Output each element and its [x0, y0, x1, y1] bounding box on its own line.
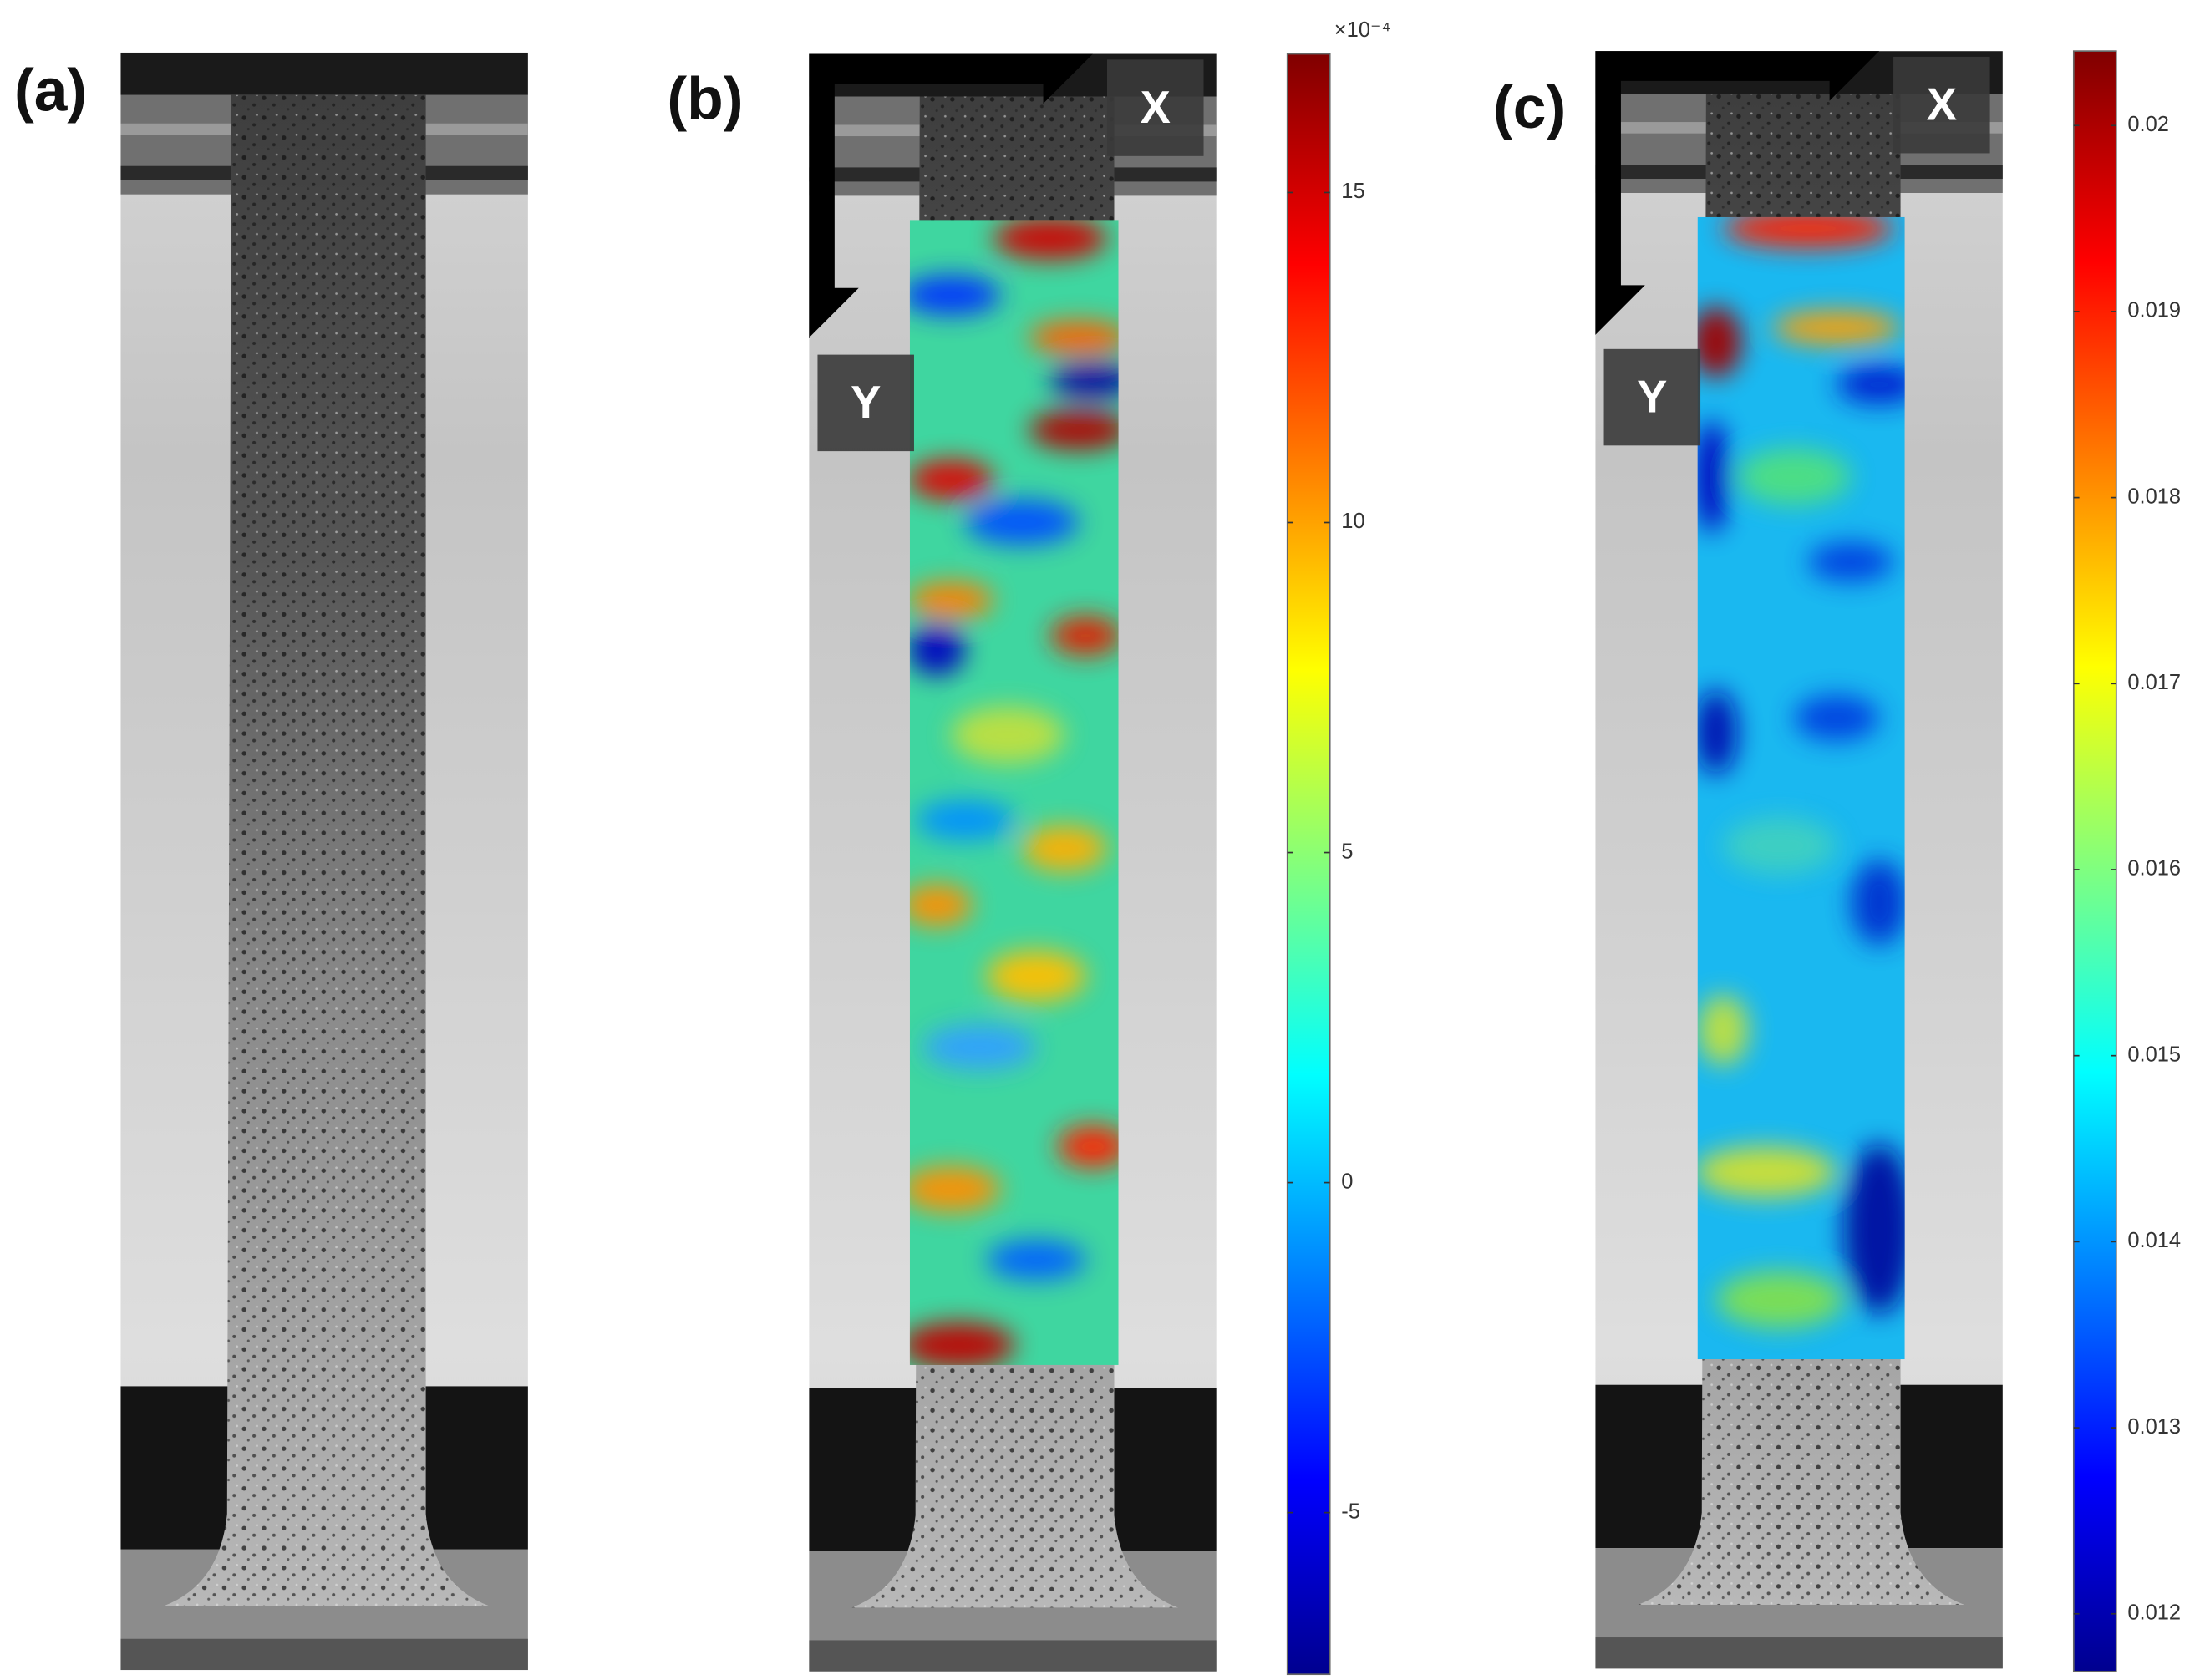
axis-bracket: [809, 53, 1094, 338]
tick-label: 15: [1341, 180, 1364, 203]
tick-label: 0.02: [2127, 113, 2169, 136]
panel-a: [120, 53, 528, 1670]
axis-y-label: Y: [1637, 371, 1667, 422]
panel-c: X Y: [1595, 51, 2003, 1668]
tick-label: 0.017: [2127, 671, 2181, 694]
colorbar: [2072, 50, 2117, 1672]
tick-label: 0.013: [2127, 1415, 2181, 1439]
tick-label: 0.014: [2127, 1229, 2181, 1252]
axis-box: [1106, 59, 1204, 156]
tick-label: 0.012: [2127, 1601, 2181, 1625]
axis-box: [817, 354, 914, 452]
panel-b: X Y: [809, 53, 1217, 1672]
panel-label: (c): [1493, 74, 1566, 141]
tick-label: 0.016: [2127, 857, 2181, 881]
tick-label: 0.019: [2127, 299, 2181, 322]
colorbar-multiplier: ×10⁻⁴: [1334, 18, 1391, 42]
tick-label: 5: [1341, 840, 1353, 863]
panel-label: (b): [667, 66, 743, 133]
tick-label: 0: [1341, 1170, 1353, 1193]
axis-box: [1603, 348, 1701, 446]
strain-map: [909, 220, 1119, 1365]
colorbar: [1286, 53, 1331, 1676]
tick-label: 0.015: [2127, 1043, 2181, 1066]
tick-label: 10: [1341, 510, 1364, 533]
axis-box: [1893, 56, 1990, 154]
panel-label: (a): [14, 57, 87, 124]
tick-label: -5: [1341, 1500, 1360, 1523]
axis-x-label: X: [1141, 82, 1171, 133]
photo: [120, 53, 528, 1670]
axis-x-label: X: [1927, 79, 1957, 129]
tick-label: 0.018: [2127, 485, 2181, 508]
axis-y-label: Y: [851, 377, 881, 428]
strain-map: [1697, 216, 1905, 1360]
